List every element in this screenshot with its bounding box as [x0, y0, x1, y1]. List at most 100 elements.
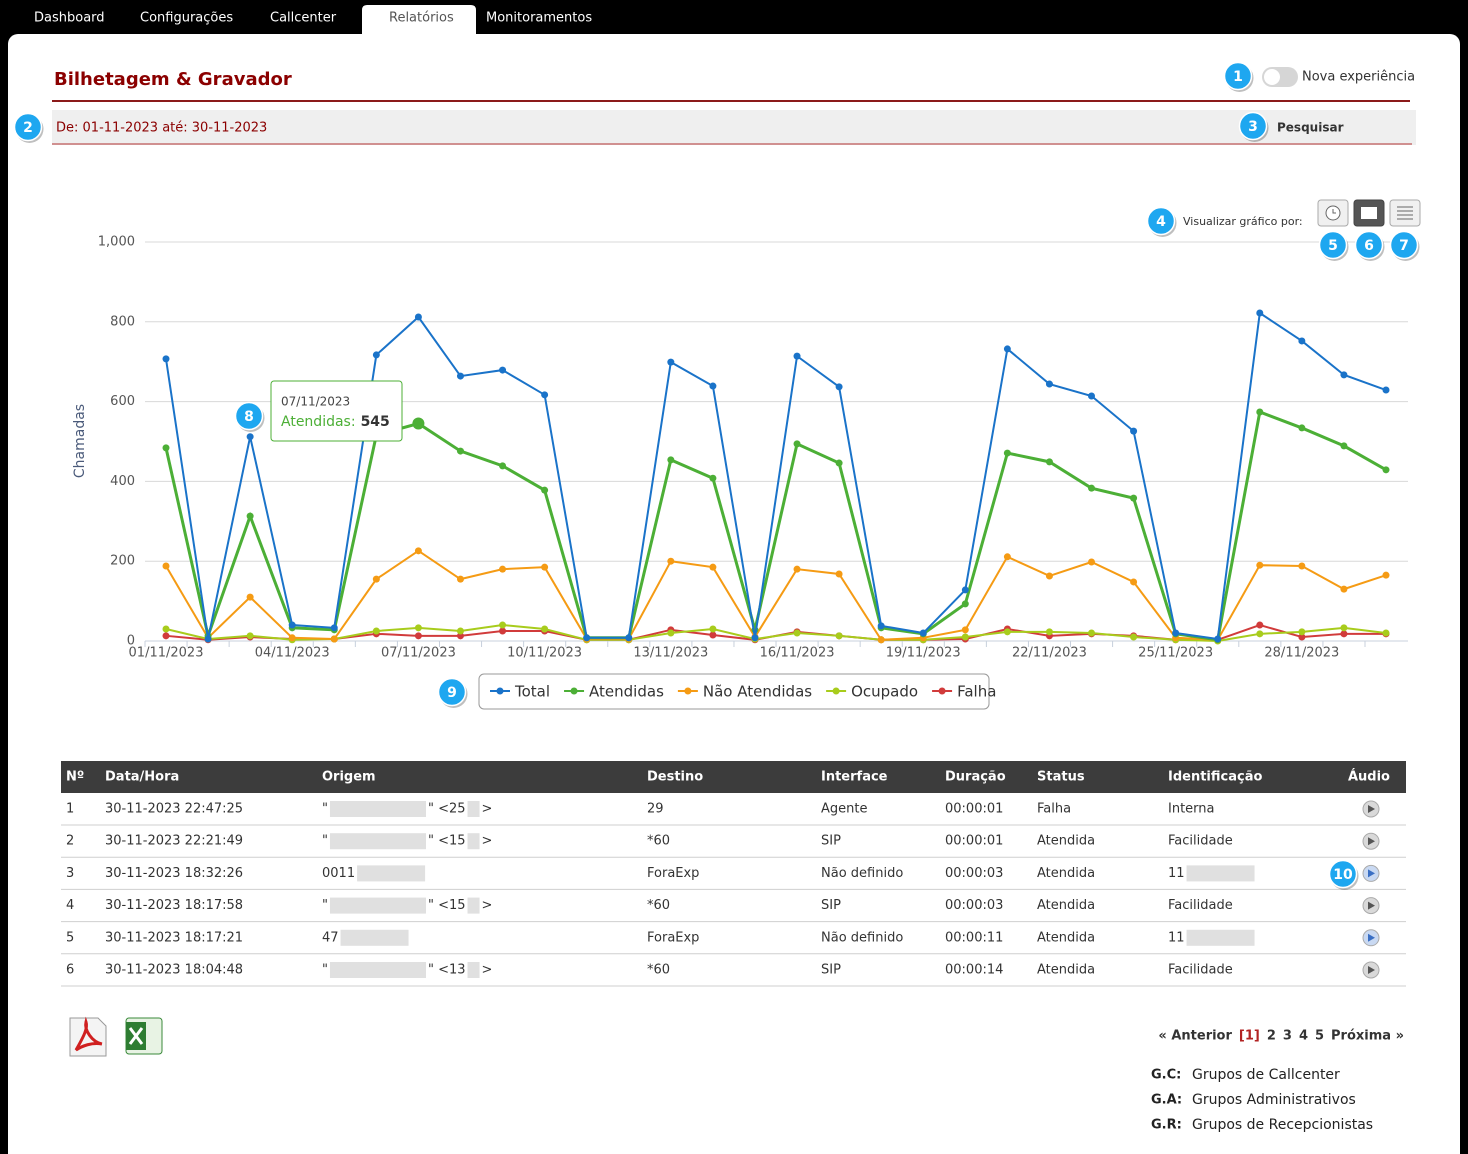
data-point — [1256, 309, 1264, 317]
redacted — [467, 897, 480, 914]
clock-hands — [1332, 209, 1336, 214]
legend-label[interactable]: Total — [514, 683, 550, 701]
table-cell: 11 — [1168, 930, 1185, 945]
glossary-key: G.C: — [1151, 1068, 1181, 1083]
data-point — [541, 625, 549, 633]
data-point — [162, 632, 170, 640]
glossary-value: Grupos Administrativos — [1192, 1092, 1356, 1108]
data-point — [499, 366, 507, 374]
table-header-cell: Origem — [322, 770, 376, 785]
legend-label[interactable]: Ocupado — [851, 683, 918, 701]
data-point — [541, 391, 549, 399]
callout — [13, 112, 43, 142]
pagination-link[interactable]: « Anterior — [1158, 1029, 1232, 1044]
data-point — [835, 570, 843, 578]
table-cell: Agente — [821, 802, 867, 817]
pagination-link[interactable]: 2 — [1267, 1029, 1276, 1044]
x-tick-label: 25/11/2023 — [1138, 646, 1213, 661]
x-tick-label: 28/11/2023 — [1264, 646, 1339, 661]
audio-play — [1368, 901, 1375, 910]
data-point — [162, 562, 170, 570]
data-point — [1088, 558, 1096, 566]
redacted — [357, 865, 426, 882]
series-line — [165, 624, 1387, 643]
legend-label[interactable]: Atendidas — [589, 683, 664, 701]
data-point — [1214, 635, 1222, 643]
data-point — [288, 621, 296, 629]
pagination-link[interactable]: 3 — [1283, 1029, 1292, 1044]
data-point — [1003, 449, 1011, 457]
table-cell: Não definido — [821, 866, 903, 881]
table-cell: > — [482, 802, 493, 817]
data-point — [793, 629, 801, 637]
table-cell: 00:00:03 — [945, 898, 1003, 913]
callout — [1146, 206, 1176, 236]
tab[interactable]: Monitoramentos — [486, 11, 592, 26]
tab[interactable]: Dashboard — [34, 11, 105, 26]
table-cell: 00:00:01 — [945, 834, 1003, 849]
excel-icon[interactable] — [125, 1017, 163, 1055]
tooltip — [270, 380, 403, 442]
table-cell: > — [482, 898, 493, 913]
data-point — [456, 372, 464, 380]
data-point — [961, 626, 969, 634]
data-point — [162, 625, 170, 633]
table-header-cell: Status — [1037, 770, 1085, 785]
callout — [1238, 111, 1268, 141]
data-point — [456, 627, 464, 635]
table-cell: ForaExp — [647, 930, 699, 945]
data-point — [709, 625, 717, 633]
callout-number: 6 — [1364, 238, 1374, 254]
table-header-cell: Data/Hora — [105, 770, 179, 785]
y-tick-label: 800 — [110, 314, 135, 329]
table-cell: Interna — [1168, 802, 1215, 817]
tab[interactable]: Configurações — [140, 11, 233, 26]
search-button[interactable]: Pesquisar — [1277, 121, 1344, 135]
callout — [1328, 859, 1358, 889]
legend-label[interactable]: Não Atendidas — [703, 683, 812, 701]
pdf-glyph — [74, 1016, 103, 1052]
callout-number: 1 — [1233, 69, 1243, 85]
table-header — [61, 761, 1406, 793]
tab[interactable]: Callcenter — [270, 11, 337, 26]
table-cell: > — [482, 834, 493, 849]
data-point — [1045, 628, 1053, 636]
tooltip-value: 545 — [361, 414, 390, 430]
data-point — [541, 563, 549, 571]
data-point — [162, 355, 170, 363]
callout-number: 3 — [1248, 119, 1258, 135]
legend — [478, 673, 990, 710]
callout-number: 4 — [1156, 214, 1166, 230]
pagination-link[interactable]: [1] — [1239, 1029, 1260, 1044]
view-list-button[interactable] — [1389, 199, 1421, 227]
data-point — [1298, 337, 1306, 345]
pagination-link[interactable]: 5 — [1315, 1029, 1324, 1044]
redacted — [1186, 929, 1255, 946]
data-point — [793, 440, 801, 448]
data-point — [1298, 562, 1306, 570]
data-point — [1045, 572, 1053, 580]
data-point — [961, 586, 969, 594]
data-point — [1256, 408, 1264, 416]
legend-dot — [496, 687, 504, 695]
legend-label[interactable]: Falha — [957, 683, 996, 701]
pagination-link[interactable]: 4 — [1299, 1029, 1308, 1044]
tab[interactable]: Relatórios — [389, 11, 454, 26]
pdf-icon[interactable] — [69, 1016, 107, 1057]
data-point — [246, 512, 254, 520]
data-point — [1130, 633, 1138, 641]
data-point — [835, 383, 843, 391]
active-tab[interactable] — [362, 5, 476, 34]
table-cell: 11 — [1168, 866, 1185, 881]
callout — [1354, 230, 1384, 260]
data-point — [414, 313, 422, 321]
data-point — [372, 575, 380, 583]
table-cell: ForaExp — [647, 866, 699, 881]
data-point — [499, 621, 507, 629]
pagination-link[interactable]: Próxima » — [1331, 1029, 1404, 1044]
table-cell: 30-11-2023 18:04:48 — [105, 963, 243, 978]
table-cell: 30-11-2023 22:21:49 — [105, 834, 243, 849]
redacted — [329, 833, 426, 850]
data-point — [246, 433, 254, 441]
redacted — [467, 801, 480, 817]
